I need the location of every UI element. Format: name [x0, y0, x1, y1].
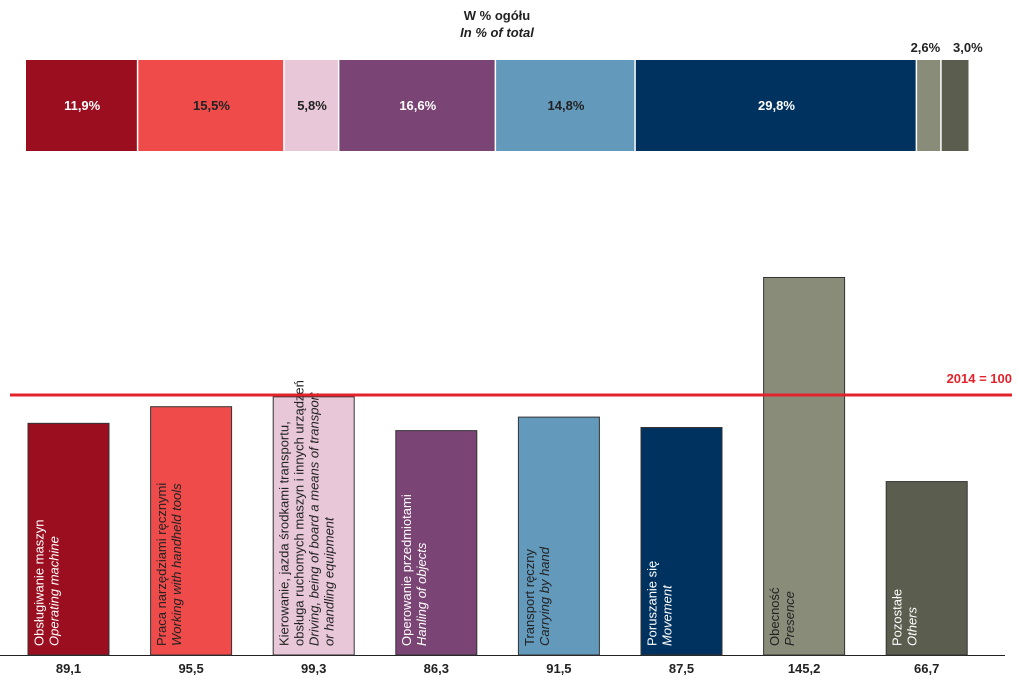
segment — [138, 60, 284, 151]
category-label: Hanling of objects — [414, 542, 429, 646]
category-label: Operowanie przedmiotami — [399, 494, 414, 646]
category-label: Poruszanie się — [644, 561, 659, 646]
segment-label: 5,8% — [297, 98, 327, 113]
category-label: Working with handheld tools — [169, 483, 184, 646]
reference-label: 2014 = 100 — [947, 371, 1012, 386]
bar — [272, 396, 355, 656]
value-label: 66,7 — [914, 661, 939, 676]
bar — [150, 406, 233, 656]
category-label: Operating machine — [46, 536, 61, 646]
segment-label: 15,5% — [193, 98, 230, 113]
bar — [640, 427, 723, 656]
bar — [517, 416, 600, 656]
category-label: obsługa ruchomych maszyn i innych urządz… — [292, 380, 307, 646]
category-label: Transport ręczny — [522, 548, 537, 646]
category-label: Praca narzędziami ręcznymi — [154, 483, 169, 646]
segment — [917, 60, 941, 151]
chart-subtitle: In % of total — [460, 25, 534, 40]
category-label: Obecność — [767, 587, 782, 646]
category-label: Presence — [782, 591, 797, 646]
category-label: Driving, being of board a means of trans… — [307, 391, 322, 646]
bar — [885, 481, 968, 656]
segment-label: 2,6% — [911, 40, 941, 55]
segment — [635, 60, 916, 151]
segment-label: 14,8% — [548, 98, 585, 113]
value-label: 89,1 — [56, 661, 81, 676]
segment-label: 29,8% — [758, 98, 795, 113]
value-label: 95,5 — [178, 661, 203, 676]
bar — [763, 276, 846, 656]
segment-label: 3,0% — [953, 40, 983, 55]
category-label: Obsługiwanie maszyn — [31, 520, 46, 646]
category-label: Pozostałe — [890, 589, 905, 646]
category-label: Carrying by hand — [537, 546, 552, 646]
value-label: 87,5 — [669, 661, 694, 676]
category-label: Kierowanie, jazda środkami transportu, — [277, 421, 292, 646]
segment — [941, 60, 969, 151]
segment — [339, 60, 495, 151]
segment — [26, 60, 137, 151]
value-label: 91,5 — [546, 661, 571, 676]
chart-title: W % ogółu — [464, 8, 530, 23]
segment — [496, 60, 635, 151]
bar — [395, 430, 478, 656]
category-label: Others — [905, 606, 920, 646]
value-label: 99,3 — [301, 661, 326, 676]
category-label: or handling equipment — [322, 516, 337, 646]
segment-label: 11,9% — [64, 98, 101, 113]
segment-label: 16,6% — [399, 98, 436, 113]
value-label: 86,3 — [424, 661, 449, 676]
category-label: Movement — [659, 584, 674, 646]
segment — [284, 60, 338, 151]
bar — [27, 422, 110, 656]
value-label: 145,2 — [788, 661, 821, 676]
